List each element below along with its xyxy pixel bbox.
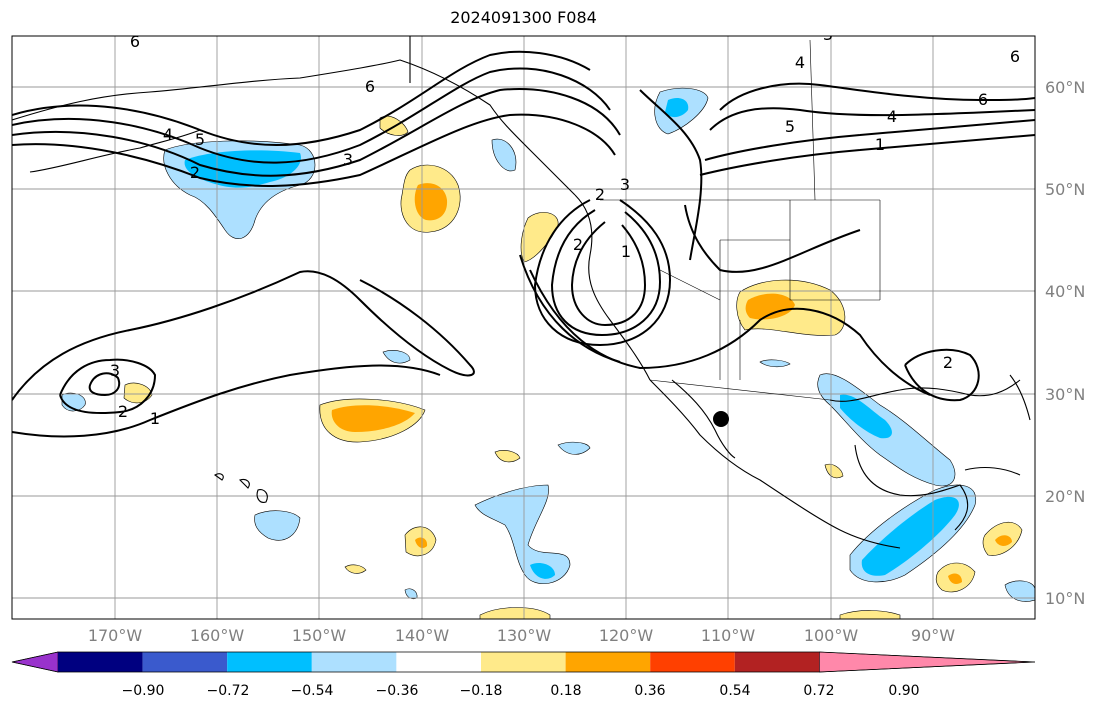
colorbar-tick-label: −0.90 <box>121 683 165 699</box>
contour-label: 5 <box>195 130 205 149</box>
contour-label: 1 <box>621 242 631 261</box>
contour-label: 2 <box>943 353 953 372</box>
lon-label: 140°W <box>394 626 450 645</box>
contour-label: 3 <box>620 175 630 194</box>
lon-label: 130°W <box>496 626 552 645</box>
colorbar-segment <box>734 652 820 672</box>
contour-label: 5 <box>785 117 795 136</box>
colorbar-tick-label: 0.72 <box>803 683 835 699</box>
contour-label: 1 <box>150 409 160 428</box>
colorbar-segment <box>481 652 566 672</box>
contour-label: 2 <box>573 235 583 254</box>
lat-label: 60°N <box>1045 78 1086 97</box>
lat-label: 20°N <box>1045 487 1086 506</box>
colorbar-tick-label: −0.54 <box>290 683 334 699</box>
lon-label: 170°W <box>87 626 143 645</box>
map-panel: 6 6 4 5 3 2 1 3 2 4 5 6 1 4 6 3 2 1 3 2 … <box>12 25 1035 619</box>
lat-label: 50°N <box>1045 180 1086 199</box>
location-marker <box>713 411 729 427</box>
contour-label: 1 <box>875 135 885 154</box>
coastlines <box>12 36 1031 549</box>
contour-label: 2 <box>595 185 605 204</box>
contour-label: 3 <box>110 361 120 380</box>
lat-label: 40°N <box>1045 282 1086 301</box>
colorbar-outline <box>11 651 1036 673</box>
negative-anomaly-core <box>184 150 301 188</box>
colorbar-tick-label: −0.18 <box>459 683 503 699</box>
colorbar-tick-label: −0.36 <box>375 683 419 699</box>
colorbar-tick-label: 0.54 <box>719 683 751 699</box>
contour-label: 2 <box>118 402 128 421</box>
colorbar-tick-label: −0.72 <box>206 683 250 699</box>
lat-label: 10°N <box>1045 589 1086 608</box>
positive-anomaly-coast <box>520 212 559 263</box>
height-contours <box>12 50 1035 438</box>
graticule <box>12 36 1035 619</box>
colorbar-extend-high <box>819 651 1036 673</box>
colorbar-segment <box>227 652 312 672</box>
negative-anomaly-eastern-pacific <box>474 484 571 584</box>
map-title: 2024091300 F084 <box>450 8 597 27</box>
lon-label: 120°W <box>598 626 654 645</box>
political-borders <box>600 39 881 401</box>
contour-label: 6 <box>130 32 140 51</box>
lon-label: 110°W <box>700 626 756 645</box>
colorbar-segment <box>565 652 651 672</box>
lon-label: 150°W <box>291 626 347 645</box>
map-frame <box>11 35 1036 620</box>
colorbar-tick-label: 0.90 <box>888 683 920 699</box>
lon-label: 100°W <box>803 626 859 645</box>
colorbar-segment <box>396 652 481 672</box>
lat-label: 30°N <box>1045 385 1086 404</box>
colorbar-tick-label: 0.36 <box>634 683 666 699</box>
lon-label: 90°W <box>910 626 956 645</box>
contour-label: 2 <box>190 163 200 182</box>
contour-label: 6 <box>365 77 375 96</box>
contour-label: 3 <box>343 150 353 169</box>
contour-label: 4 <box>887 107 897 126</box>
positive-anomaly-core <box>414 183 448 221</box>
colorbar-segment <box>311 652 397 672</box>
colorbar-extend-low <box>11 651 59 673</box>
lon-label: 160°W <box>189 626 245 645</box>
colorbar-tick-label: 0.18 <box>550 683 582 699</box>
contour-label: 4 <box>795 53 805 72</box>
colorbar <box>11 651 1036 673</box>
colorbar-segment <box>58 652 143 672</box>
contour-label: 6 <box>1010 47 1020 66</box>
colorbar-segment <box>650 652 735 672</box>
contour-labels: 6 6 4 5 3 2 1 3 2 4 5 6 1 4 6 3 2 1 3 2 … <box>110 25 1020 428</box>
negative-anomaly-bc <box>491 138 517 172</box>
colorbar-segment <box>142 652 228 672</box>
contour-label: 3 <box>823 25 833 44</box>
contour-label: 4 <box>163 125 173 144</box>
contour-label: 6 <box>978 90 988 109</box>
